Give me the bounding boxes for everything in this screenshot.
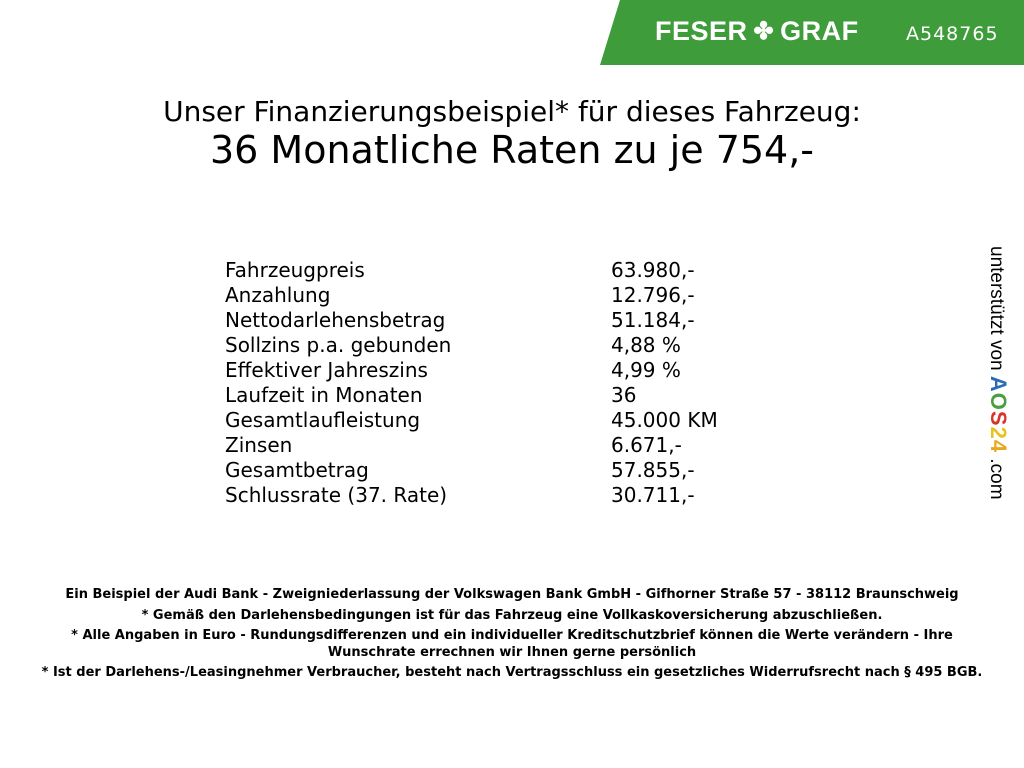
logo-letter: O	[986, 392, 1011, 411]
finance-table: Fahrzeugpreis 63.980,- Anzahlung 12.796,- …	[225, 258, 718, 508]
footer-line: * Ist der Darlehens-/Leasingnehmer Verbr…	[41, 665, 983, 680]
row-label: Sollzins p.a. gebunden	[225, 333, 452, 357]
row-value: 4,99 %	[611, 358, 681, 382]
row-value: 6.671,-	[611, 433, 682, 457]
row-value: 51.184,-	[611, 308, 695, 332]
header-banner	[600, 0, 1024, 65]
clover-icon: ✤	[753, 18, 775, 45]
footer-line: Ein Beispiel der Audi Bank - Zweignieder…	[65, 587, 959, 602]
row-label: Effektiver Jahreszins	[225, 358, 428, 382]
row-value: 12.796,-	[611, 283, 695, 307]
supported-by-text: unterstützt von	[986, 246, 1007, 371]
logo-letter: S	[986, 410, 1011, 427]
table-row: Schlussrate (37. Rate) 30.711,-	[225, 483, 718, 508]
row-label: Nettodarlehensbetrag	[225, 308, 446, 332]
logo-letter: A	[986, 375, 1011, 393]
table-row: Gesamtbetrag 57.855,-	[225, 458, 718, 483]
table-row: Effektiver Jahreszins 4,99 %	[225, 358, 718, 383]
logo-letter: 4	[986, 439, 1011, 454]
footer-disclaimer: Ein Beispiel der Audi Bank - Zweignieder…	[40, 587, 984, 686]
table-row: Nettodarlehensbetrag 51.184,-	[225, 308, 718, 333]
row-label: Fahrzeugpreis	[225, 258, 365, 282]
table-row: Anzahlung 12.796,-	[225, 283, 718, 308]
row-value: 30.711,-	[611, 483, 695, 507]
row-value: 36	[611, 383, 637, 407]
brand-name-2: GRAF	[780, 16, 859, 46]
title-line-1: Unser Finanzierungsbeispiel* für dieses …	[163, 95, 861, 128]
table-row: Gesamtlaufleistung 45.000 KM	[225, 408, 718, 433]
row-label: Anzahlung	[225, 283, 331, 307]
brand-logo: FESER ✤ GRAF	[655, 16, 859, 47]
table-row: Laufzeit in Monaten 36	[225, 383, 718, 408]
brand-name-1: FESER	[655, 16, 748, 46]
row-label: Gesamtbetrag	[225, 458, 369, 482]
vehicle-code: A548765	[906, 23, 999, 45]
row-label: Gesamtlaufleistung	[225, 408, 421, 432]
table-row: Sollzins p.a. gebunden 4,88 %	[225, 333, 718, 358]
title-line-2: 36 Monatliche Raten zu je 754,-	[209, 128, 815, 172]
row-value: 57.855,-	[611, 458, 695, 482]
row-label: Zinsen	[225, 433, 293, 457]
row-label: Schlussrate (37. Rate)	[225, 483, 448, 507]
logo-letter: 2	[986, 426, 1011, 440]
footer-line: * Alle Angaben in Euro - Rundungsdiffere…	[71, 628, 953, 660]
aos24-logo: AOS24	[986, 376, 1011, 453]
row-value: 45.000 KM	[611, 408, 718, 432]
row-label: Laufzeit in Monaten	[225, 383, 423, 407]
footer-line: * Gemäß den Darlehensbedingungen ist für…	[141, 607, 883, 623]
supported-by: unterstützt von AOS24 .com	[985, 246, 1011, 500]
table-row: Fahrzeugpreis 63.980,-	[225, 258, 718, 283]
supported-by-suffix: .com	[986, 458, 1007, 500]
row-value: 4,88 %	[611, 333, 681, 357]
table-row: Zinsen 6.671,-	[225, 433, 718, 458]
row-value: 63.980,-	[611, 258, 695, 282]
